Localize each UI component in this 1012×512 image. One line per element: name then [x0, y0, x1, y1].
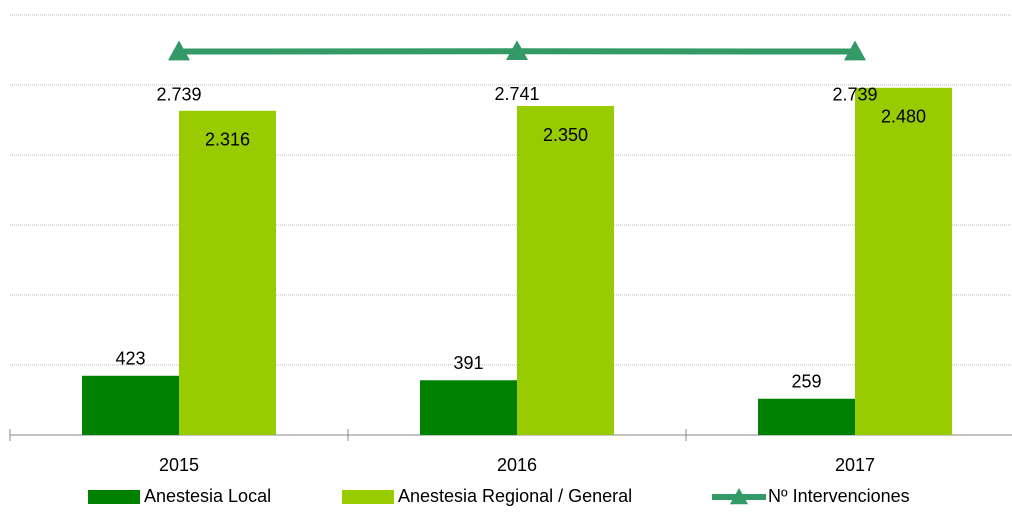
- data-label: 2.480: [881, 107, 926, 127]
- legend-label: Anestesia Regional / General: [398, 486, 632, 506]
- bar: [855, 87, 952, 436]
- x-tick-label: 2016: [497, 455, 537, 475]
- bar: [758, 398, 855, 435]
- data-label: 423: [115, 349, 145, 369]
- bar: [82, 375, 179, 435]
- line-marker: [506, 40, 528, 61]
- x-tick-label: 2017: [835, 455, 875, 475]
- data-label: 391: [453, 353, 483, 373]
- bar: [420, 380, 517, 435]
- bar: [179, 110, 276, 435]
- data-label: 2.739: [832, 84, 877, 104]
- data-label: 2.350: [543, 125, 588, 145]
- data-label: 2.741: [494, 84, 539, 104]
- bar: [517, 106, 614, 435]
- line-marker: [844, 40, 866, 61]
- data-label: 2.739: [156, 84, 201, 104]
- legend-marker: [730, 488, 748, 505]
- legend-swatch: [342, 490, 394, 504]
- x-tick-label: 2015: [159, 455, 199, 475]
- legend-label: Nº Intervenciones: [768, 486, 910, 506]
- data-label: 2.316: [205, 130, 250, 150]
- legend-swatch: [88, 490, 140, 504]
- legend-label: Anestesia Local: [144, 486, 271, 506]
- data-label: 259: [791, 371, 821, 391]
- line-marker: [168, 40, 190, 61]
